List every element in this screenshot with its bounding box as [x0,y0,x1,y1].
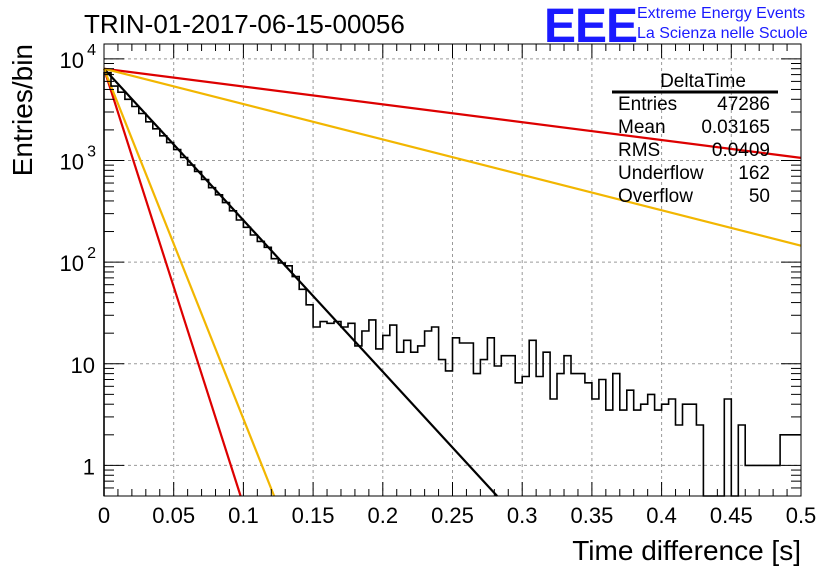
y-tick-exponent: 3 [87,143,96,160]
stats-label: Overflow [618,186,693,207]
y-tick-exponent: 2 [87,245,96,262]
chart-title: TRIN-01-2017-06-15-00056 [84,9,405,39]
logo-line-2: La Scienza nelle Scuole [637,25,808,42]
stats-label: Mean [618,117,666,138]
stats-value: 0.03165 [701,117,770,138]
x-axis-label: Time difference [s] [572,535,801,566]
fit-curve [103,67,802,159]
stats-label: Entries [618,94,677,115]
stats-value: 47286 [717,94,770,115]
y-tick-label: 10 [60,149,84,174]
stats-label: Underflow [618,163,704,184]
y-axis-label: Entries/bin [7,44,38,176]
x-tick-label: 0.5 [786,503,817,528]
x-tick-label: 0.05 [152,503,195,528]
grid-lines [104,44,801,496]
fit-curve [103,67,802,247]
histogram-series [103,71,801,497]
stats-value: 162 [738,163,770,184]
fit-curve [102,68,242,497]
axis-ticks: 0 0.05 0.1 0.15 0.2 0.25 0.3 0.35 0.4 0.45 0.5 1 10 1… [60,42,817,528]
stats-title: DeltaTime [660,71,746,92]
x-tick-label: 0.3 [507,503,538,528]
y-tick-label: 1 [83,454,95,479]
x-tick-label: 0.15 [292,503,335,528]
y-tick-label: 10 [60,48,84,73]
y-tick-exponent: 4 [87,42,96,59]
x-tick-label: 0.2 [368,503,399,528]
stats-value: 0.0409 [712,140,770,161]
x-tick-label: 0.45 [710,503,753,528]
logo-line-1: Extreme Energy Events [637,5,805,22]
x-tick-label: 0.35 [570,503,613,528]
y-tick-label: 10 [71,353,95,378]
x-tick-label: 0.25 [431,503,474,528]
x-tick-label: 0.4 [646,503,677,528]
y-tick-label: 10 [60,251,84,276]
x-tick-label: 0.1 [228,503,259,528]
eee-logo: EEE [544,0,637,53]
x-tick-label: 0 [98,503,110,528]
fit-curves [102,67,802,497]
fit-curve [102,68,276,497]
stats-value: 50 [749,186,770,207]
stats-label: RMS [618,140,660,161]
fit-curve [103,67,498,497]
